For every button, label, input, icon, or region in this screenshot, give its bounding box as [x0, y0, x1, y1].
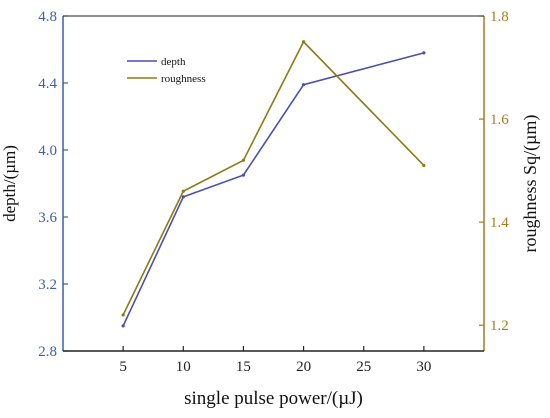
roughness-data-point [121, 313, 125, 317]
x-tick-label: 20 [296, 359, 311, 375]
x-tick-label: 5 [119, 359, 127, 375]
left-tick-label: 4.0 [38, 143, 57, 159]
legend-roughness-label: roughness [161, 73, 206, 85]
depth-data-point [241, 173, 246, 177]
legend: depth roughness [127, 56, 206, 85]
x-tick-label: 10 [176, 359, 191, 375]
depth-data-point [422, 51, 426, 55]
roughness-data-point [241, 158, 246, 162]
left-tick-label: 4.4 [38, 76, 57, 92]
legend-depth-label: depth [161, 56, 186, 68]
x-tick-label: 30 [416, 359, 431, 375]
left-tick-label: 3.6 [38, 210, 57, 226]
right-tick-label: 1.6 [490, 112, 509, 128]
x-tick-label: 25 [356, 359, 371, 375]
left-tick-label: 3.2 [38, 277, 57, 293]
x-tick-label: 15 [236, 359, 251, 375]
depth-data-point [181, 195, 185, 199]
right-tick-label: 1.2 [490, 318, 509, 334]
depth-data-point [301, 83, 306, 87]
right-axis-title: roughness Sq/(µm) [520, 115, 541, 253]
axes-group: 2.8 3.2 3.6 4.0 4.4 4.8 1.2 1.4 1.6 1.8 5 10 15 20 25 3… [38, 9, 509, 375]
series-group [121, 40, 426, 328]
right-tick-label: 1.8 [490, 9, 509, 25]
roughness-data-point [422, 163, 426, 168]
depth-data-point [121, 324, 125, 328]
roughness-data-point [301, 40, 306, 44]
x-axis-title: single pulse power/(µJ) [184, 388, 363, 409]
left-tick-label: 4.8 [38, 9, 57, 25]
right-tick-label: 1.4 [490, 215, 509, 231]
depth-series-line [122, 52, 425, 327]
left-axis-title: depth/(µm) [0, 145, 19, 222]
roughness-data-point [181, 189, 185, 193]
left-tick-label: 2.8 [38, 344, 57, 360]
